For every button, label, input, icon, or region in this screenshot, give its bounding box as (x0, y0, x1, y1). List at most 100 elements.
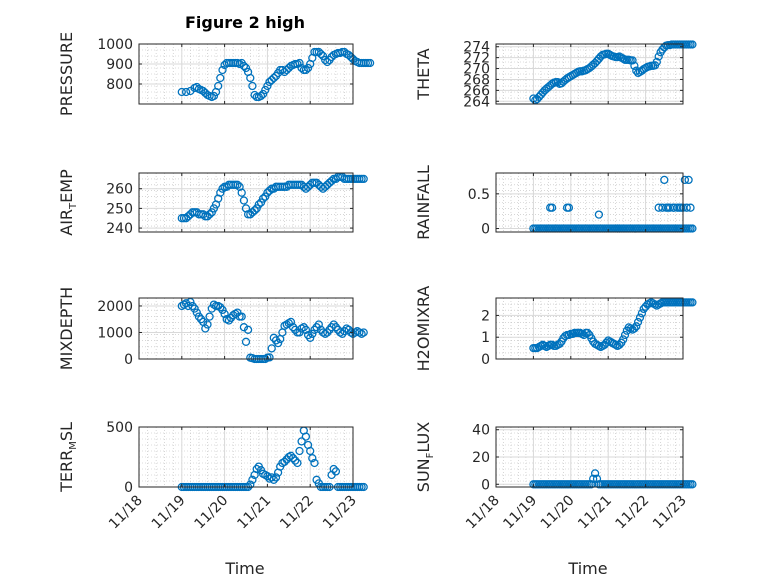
data-point (293, 458, 302, 468)
y-tick-label: 264 (463, 94, 490, 110)
data-point (239, 61, 249, 71)
data-point (669, 203, 678, 212)
data-point (650, 300, 660, 309)
data-point (258, 194, 268, 203)
data-point (306, 446, 315, 456)
panel-6: 0 1 2 H2OMIXRA (414, 286, 697, 371)
data-point (288, 323, 298, 332)
y-tick-label: 1000 (97, 37, 133, 53)
data-point (243, 325, 253, 334)
data-point (338, 329, 347, 338)
data-point (201, 324, 210, 333)
data-point (246, 480, 255, 489)
data-point (286, 451, 296, 460)
y-label-sub: M (68, 441, 79, 450)
data-point (321, 55, 330, 65)
y-tick-label: 500 (106, 420, 133, 436)
data-point (583, 328, 592, 338)
series-6 (529, 298, 697, 353)
data-point (267, 473, 276, 482)
data-point (301, 432, 311, 441)
axes-box (138, 426, 354, 488)
data-point (269, 73, 278, 83)
y-tick-label: 0 (124, 352, 133, 368)
y-tick-label: 250 (106, 201, 133, 217)
y-tick-label: 268 (463, 72, 490, 88)
y-label-tail: LUX (414, 422, 433, 453)
data-point (265, 186, 274, 195)
data-point (310, 458, 319, 468)
data-point (654, 52, 663, 61)
data-point (297, 437, 306, 446)
data-point (306, 333, 315, 342)
data-point (263, 81, 272, 91)
y-tick-label: 20 (472, 450, 490, 466)
data-point (301, 325, 311, 334)
data-point (594, 210, 604, 219)
data-point (680, 175, 690, 185)
y-axis-label: THETA (414, 48, 433, 100)
data-point (555, 339, 564, 348)
y-tick-label: 2000 (97, 299, 133, 315)
data-point (553, 78, 562, 87)
axes-box (138, 297, 354, 360)
data-point (248, 81, 257, 91)
axes-box (495, 43, 684, 105)
data-point (271, 473, 281, 482)
data-point (630, 61, 639, 70)
data-point (630, 324, 639, 333)
y-label-tail: SL (57, 422, 76, 441)
data-point (220, 309, 229, 319)
y-tick-label: 0 (481, 477, 490, 493)
y-tick-label: 0 (481, 352, 490, 368)
y-tick-label: 240 (106, 221, 133, 237)
y-axis-label: AIRTEMP (57, 169, 79, 236)
y-tick-label: 900 (106, 57, 133, 73)
data-point (323, 57, 332, 67)
data-point (203, 320, 212, 329)
y-tick-label: 0 (481, 222, 490, 238)
y-axis-label: MIXDEPTH (57, 287, 76, 370)
data-point (286, 317, 296, 327)
axes-box (138, 172, 354, 233)
data-point (216, 73, 225, 83)
series-2 (529, 40, 697, 105)
data-point (594, 341, 604, 351)
data-point (359, 328, 368, 337)
y-label-main: AIR (57, 209, 76, 236)
x-axis-label-right: Time (567, 559, 607, 578)
data-point (632, 66, 641, 75)
data-point (314, 320, 323, 329)
data-point (205, 312, 214, 321)
data-point (216, 188, 225, 197)
data-point (359, 482, 368, 492)
data-point (316, 49, 326, 59)
data-point (291, 456, 300, 465)
data-point (224, 316, 234, 325)
data-point (237, 312, 246, 321)
data-point (331, 323, 341, 332)
y-axis-label: PRESSURE (57, 32, 76, 116)
y-label-sub: T (68, 202, 79, 210)
y-tick-label: 274 (463, 40, 490, 56)
series-3 (177, 172, 368, 223)
data-point (308, 329, 317, 338)
data-point (248, 475, 257, 484)
y-tick-label: 0.5 (468, 187, 490, 203)
data-point (684, 175, 693, 185)
data-point (365, 58, 375, 68)
data-point (218, 184, 227, 193)
data-point (652, 57, 661, 67)
data-point (327, 176, 336, 186)
y-tick-label: 1 (481, 330, 490, 346)
data-point (299, 323, 308, 332)
y-tick-label: 800 (106, 77, 133, 93)
y-axis-label: SUNFLUX (414, 422, 436, 492)
data-point (252, 464, 261, 474)
data-point (359, 174, 368, 184)
data-point (686, 203, 695, 212)
data-point (632, 322, 641, 331)
y-tick-label: 270 (463, 62, 490, 78)
data-point (181, 87, 191, 97)
